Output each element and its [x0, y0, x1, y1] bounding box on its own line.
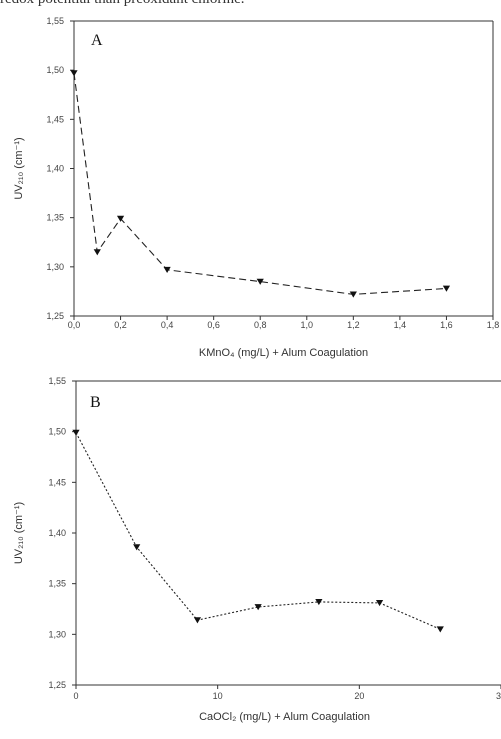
y-tick-label: 1,40 — [48, 528, 66, 538]
data-point-marker — [193, 617, 202, 624]
data-point-marker — [72, 429, 80, 436]
y-tick-label: 1,35 — [48, 579, 66, 589]
data-point-marker — [116, 215, 125, 222]
y-tick-label: 1,55 — [48, 376, 66, 386]
data-point-marker — [133, 544, 141, 551]
chart-panel-b: 1,25 1,30 1,35 1,40 1,45 1,50 1,55 0 10 20 30 CaOCl… — [13, 376, 501, 723]
y-axis-title: UV₂₁₀ (cm⁻¹) — [13, 502, 25, 564]
y-tick-label: 1,50 — [48, 427, 66, 437]
data-point-marker — [256, 278, 264, 285]
y-tick-label: 1,55 — [46, 16, 64, 26]
y-tick-label: 1,25 — [46, 311, 64, 321]
data-point-marker — [349, 291, 357, 298]
x-tick-label: 1,8 — [487, 320, 500, 330]
x-tick-label: 1,6 — [440, 320, 453, 330]
panel-label: B — [90, 394, 101, 411]
data-point-marker — [436, 626, 444, 633]
data-point-marker — [442, 285, 451, 292]
x-tick-label: 0 — [73, 691, 78, 701]
y-tick-label: 1,25 — [48, 680, 66, 690]
x-tick-label: 30 — [496, 691, 501, 701]
y-tick-label: 1,40 — [46, 164, 64, 174]
data-point-marker — [70, 70, 78, 77]
data-point-marker — [315, 599, 323, 606]
data-point-marker — [163, 266, 171, 274]
x-axis-title: KMnO₄ (mg/L) + Alum Coagulation — [199, 347, 368, 359]
y-tick-label: 1,45 — [46, 114, 64, 124]
x-tick-label: 0,8 — [254, 320, 267, 330]
y-tick-label: 1,30 — [46, 262, 64, 272]
x-tick-label: 20 — [354, 691, 364, 701]
x-tick-label: 0,4 — [161, 320, 174, 330]
page-top-text: redox potential than preoxidant chlorine… — [0, 0, 245, 8]
panel-label: A — [91, 32, 103, 49]
x-axis-title: CaOCl₂ (mg/L) + Alum Coagulation — [199, 711, 370, 723]
series-line — [73, 73, 447, 295]
data-point-marker — [375, 600, 384, 607]
y-tick-label: 1,45 — [48, 477, 66, 487]
series-line — [75, 432, 441, 630]
y-axis-title: UV₂₁₀ (cm⁻¹) — [13, 137, 25, 199]
y-tick-label: 1,30 — [48, 629, 66, 639]
x-tick-label: 1,0 — [301, 320, 314, 330]
x-tick-label: 1,4 — [394, 320, 407, 330]
x-tick-label: 1,2 — [347, 320, 360, 330]
x-tick-label: 0,0 — [68, 320, 81, 330]
data-point-marker — [254, 604, 262, 611]
y-tick-label: 1,35 — [46, 213, 64, 223]
y-tick-label: 1,50 — [46, 65, 64, 75]
x-tick-label: 0,6 — [207, 320, 220, 330]
x-tick-label: 0,2 — [114, 320, 127, 330]
chart-panel-a: 1,25 1,30 1,35 1,40 1,45 1,50 1,55 0,0 0,2 0,4 0,6… — [13, 16, 499, 359]
data-point-marker — [93, 249, 101, 256]
x-tick-label: 10 — [213, 691, 223, 701]
